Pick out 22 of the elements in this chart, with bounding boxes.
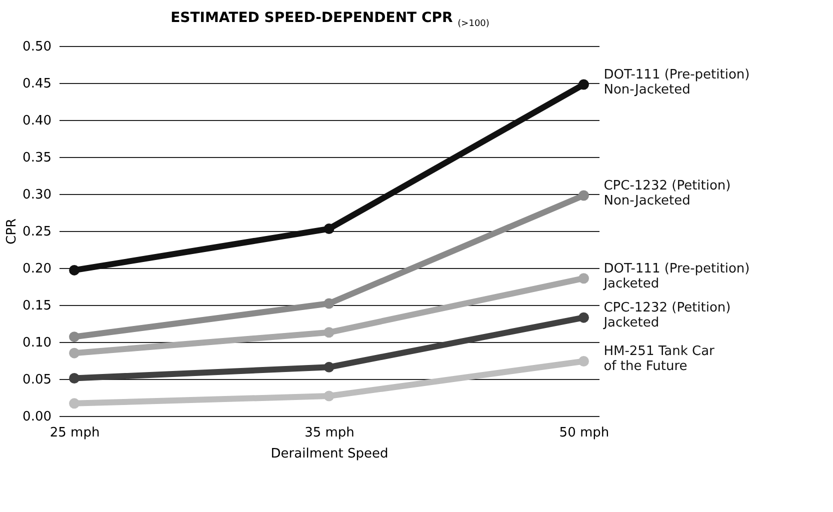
y-tick-label: 0.25 xyxy=(22,224,52,240)
y-tick-label: 0.40 xyxy=(22,114,52,128)
x-tick-label: 50 mph xyxy=(559,426,610,440)
series-label: DOT-111 (Pre-petition) Non-Jacketed xyxy=(604,67,750,98)
y-tick-label: 0.20 xyxy=(22,262,52,276)
series-label: CPC-1232 (Petition) Non-Jacketed xyxy=(604,178,731,208)
series-label: DOT-111 (Pre-petition) Jacketed xyxy=(602,261,750,292)
y-tick-label: 0.35 xyxy=(22,150,52,166)
y-tick-label: 0.45 xyxy=(22,76,52,92)
x-tick-label: 35 mph xyxy=(304,426,354,440)
y-tick-label: 0.00 xyxy=(22,410,52,424)
y-axis-title: CPR xyxy=(4,218,20,244)
x-axis-title: Derailment Speed xyxy=(270,446,388,462)
y-tick-label: 0.50 xyxy=(22,40,52,54)
y-tick-label: 0.30 xyxy=(22,188,52,202)
y-tick-label: 0.05 xyxy=(22,372,52,388)
y-tick-label: 0.15 xyxy=(22,298,52,314)
series-label: HM-251 Tank Car of the Future xyxy=(604,344,716,374)
x-tick-label: 25 mph xyxy=(50,426,100,440)
y-tick-label: 0.10 xyxy=(22,336,52,350)
series-label: CPC-1232 (Petition) Jacketed xyxy=(602,300,731,331)
chart-title: ESTIMATED SPEED-DEPENDENT CPR $_{(>100)}$ xyxy=(170,10,490,29)
